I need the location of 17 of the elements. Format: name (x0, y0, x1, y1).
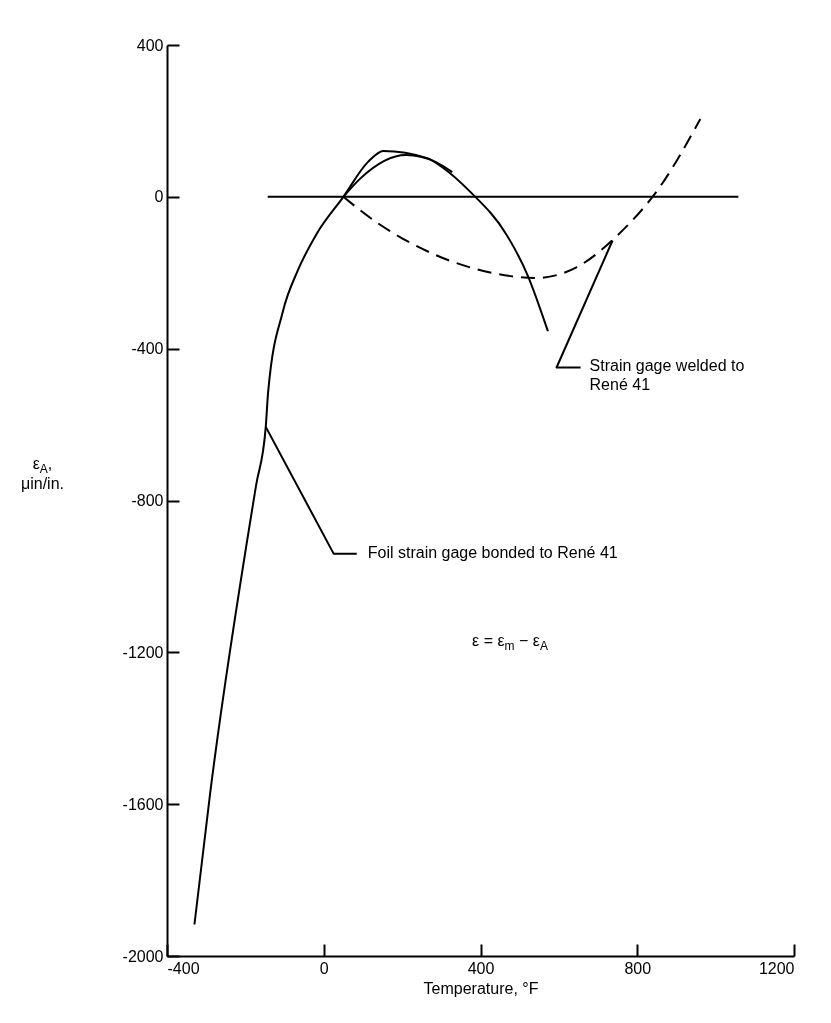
annotation: Strain gage welded to René 41 (589, 357, 745, 394)
y-tick-label: 400 (136, 36, 164, 54)
y-tick-label: -2000 (122, 947, 164, 965)
x-tick-label: 800 (624, 959, 652, 977)
x-tick-label: 400 (467, 959, 495, 977)
y-tick-label: -1600 (122, 795, 164, 813)
y-tick-label: -1200 (122, 643, 164, 661)
x-axis-title: Temperature, °F (423, 979, 539, 997)
y-tick-label: -800 (131, 492, 164, 509)
annotation: ε = ε$_{m}$ − ε$_{A}$ (472, 632, 548, 653)
y-axis-title: ε$_{A}$, μin/in. (20, 454, 65, 492)
x-tick-label: -400 (167, 959, 200, 977)
annotation: Foil strain gage bonded to René 41 (367, 543, 618, 561)
x-tick-label: 1200 (758, 959, 795, 977)
x-tick-label: 0 (319, 959, 329, 977)
y-tick-label: -400 (131, 340, 164, 358)
y-tick-label: 0 (154, 188, 164, 206)
